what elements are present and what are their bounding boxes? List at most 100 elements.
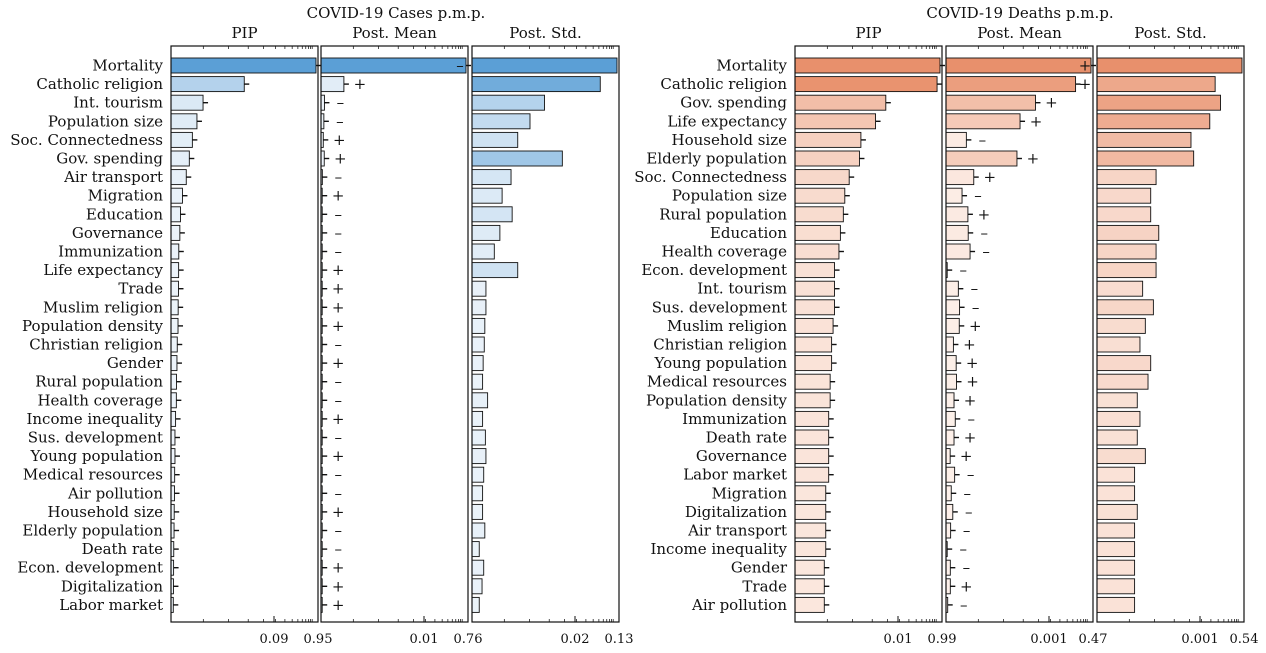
bar [471,410,484,427]
bar [170,94,204,111]
bar [471,485,484,502]
category-label: Population density [646,391,787,409]
bar [794,503,827,520]
bar [945,113,1021,130]
category-label: Catholic religion [660,75,787,93]
bar [945,355,957,372]
category-label: Christian religion [29,336,163,354]
bar [794,485,827,502]
bar [1096,410,1141,427]
sign-marker: – [967,466,975,484]
bar [945,448,951,465]
category-label: Life expectancy [43,261,163,279]
bar [1096,280,1144,297]
bar [471,559,485,576]
category-label: Education [86,205,163,223]
bar [471,355,484,372]
bar [471,169,512,186]
bar [945,466,956,483]
bar [794,57,941,74]
bar [170,169,187,186]
bar [794,466,830,483]
category-label: Sus. development [28,429,163,447]
sign-marker: + [1079,75,1092,93]
category-label: Life expectancy [667,112,787,130]
bar [471,522,486,539]
sign-marker: – [335,168,343,186]
sign-marker: – [334,205,342,223]
category-label: Governance [72,224,163,242]
chart-deaths: COVID-19 Deaths p.m.p. MortalityCatholic … [634,4,1258,647]
category-label: Gov. spending [56,150,163,168]
bar [945,169,975,186]
sign-marker: + [964,391,977,409]
sign-marker: – [965,503,973,521]
category-label: Mortality [716,57,787,75]
bar [170,280,179,297]
sign-marker: – [334,336,342,354]
panel-frame [320,45,469,623]
bar [794,113,877,130]
sign-marker: + [332,298,345,316]
bar [794,336,833,353]
sign-marker: – [959,540,967,558]
sign-marker: – [334,243,342,261]
bar [1096,355,1152,372]
tick-label: 0.47 [1079,632,1108,647]
sign-marker: + [1027,150,1040,168]
bar [170,299,179,316]
bar [1096,206,1152,223]
bar [1096,503,1138,520]
panel-frame [794,45,943,623]
bar [945,578,951,595]
category-label: Air transport [63,168,163,186]
bar [320,76,345,93]
bar [170,317,179,334]
bar [471,503,484,520]
bar [794,448,830,465]
category-label: Young population [30,447,164,465]
category-label: Soc. Connectedness [634,168,787,186]
tick-label: 0.99 [928,632,957,647]
bar [170,150,190,167]
sign-marker: + [960,577,973,595]
bar [1096,57,1243,74]
sign-marker: + [332,187,345,205]
bar [170,355,178,372]
panel-post-std: Post. Std. 0.02 0.13 [471,24,633,647]
bar [471,541,480,558]
category-label: Muslim religion [667,317,787,335]
sign-marker: – [960,596,968,614]
sign-marker: – [334,391,342,409]
category-label: Mortality [92,57,163,75]
sign-marker: + [332,596,345,614]
bar [471,336,485,353]
tick-label: 0.001 [1030,632,1067,647]
bar [1096,113,1211,130]
bar [794,206,844,223]
bar [471,113,531,130]
panel-title: PIP [855,24,881,42]
bar [1096,559,1136,576]
sign-marker: – [334,540,342,558]
category-label: Soc. Connectedness [10,131,163,149]
bar [945,94,1036,111]
bar [170,373,177,390]
sign-marker: + [966,354,979,372]
bar [1096,522,1136,539]
bar [794,559,825,576]
category-label: Population size [672,187,787,205]
bar [1096,392,1138,409]
bar [471,131,519,148]
bar [794,410,830,427]
bar [1096,485,1136,502]
bar [945,280,959,297]
tick-label: 0.01 [884,632,913,647]
bar [794,243,840,260]
bar [945,429,955,446]
sign-marker: + [332,410,345,428]
category-label: Muslim religion [43,298,163,316]
bar [1096,187,1152,204]
panel-post-mean: Post. Mean++++–++–+–––––+++++–++––––––+–… [945,24,1108,647]
category-label: Young population [654,354,788,372]
